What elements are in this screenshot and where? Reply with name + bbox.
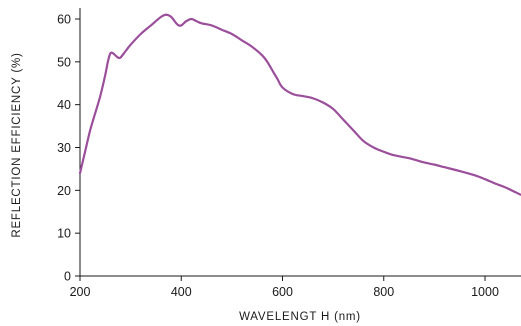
y-tick-label: 60 bbox=[57, 13, 71, 27]
y-tick-label: 40 bbox=[57, 98, 71, 112]
y-tick-label: 30 bbox=[57, 141, 71, 155]
x-axis-title: WAVELENGT H (nm) bbox=[239, 311, 361, 323]
x-tick-label: 800 bbox=[373, 285, 394, 299]
y-tick-label: 50 bbox=[57, 55, 71, 69]
y-tick-label: 0 bbox=[64, 270, 71, 284]
ticks bbox=[75, 18, 486, 281]
y-tick-label: 20 bbox=[57, 184, 71, 198]
y-axis-title: REFLECTION EFFICIENCY (%) bbox=[11, 52, 23, 237]
axes bbox=[79, 8, 521, 277]
x-tick-label: 400 bbox=[171, 285, 192, 299]
y-tick-label: 10 bbox=[57, 227, 71, 241]
x-tick-label: 1000 bbox=[471, 285, 499, 299]
x-tick-label: 600 bbox=[272, 285, 293, 299]
efficiency-series-line bbox=[78, 13, 521, 196]
tick-labels: 0 10 20 30 40 50 60 200 400 600 800 1000 bbox=[57, 13, 499, 300]
x-tick-label: 200 bbox=[70, 285, 91, 299]
